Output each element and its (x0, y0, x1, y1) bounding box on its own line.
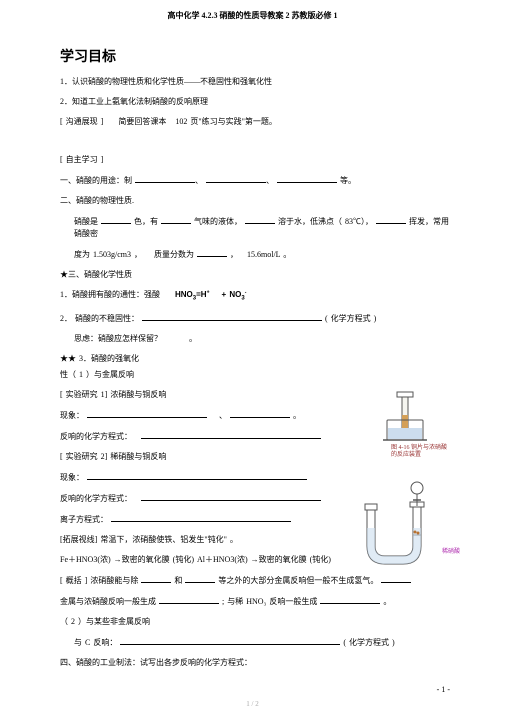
text: 离子方程式： (60, 515, 108, 524)
text: 与 C 反响： (74, 638, 117, 647)
line-think: 思虑：硝酸应怎样保留？ 。 (60, 333, 350, 345)
text: ; 与稀 HNO₃ 反响一般生成 (222, 597, 317, 606)
figure-1-copper-conc: 图 4-16 铜片与浓硝酸 的反应装置 (365, 390, 445, 465)
line-oxidize-b: 性（ 1 ）与金属反响 (60, 369, 450, 381)
page-header: 高中化学 4.2.3 硝酸的性质导教案 2 苏教版必修 1 (0, 0, 505, 21)
blank (135, 174, 195, 183)
blank (101, 215, 131, 224)
line-objective-2: 2．知道工业上氨氧化法制硝酸的反响原理 (60, 96, 450, 108)
blank (376, 215, 406, 224)
blank (159, 595, 219, 604)
text: 金属与浓硝酸反响一般生成 (60, 597, 156, 606)
text: 反响的化学方程式： (60, 432, 132, 441)
line-ion-eq: 离子方程式： (60, 513, 350, 526)
text: 现象： (60, 411, 84, 420)
text: ， (230, 250, 238, 259)
line-summary: [ 概括 ] 浓硝酸能与除 和 等之外的大部分金属反响但一般不生成氢气。 (60, 574, 450, 587)
blank (245, 215, 275, 224)
text: ( 化学方程式 ) (325, 314, 376, 323)
text: 一、硝酸的用途：制 (60, 176, 132, 185)
text: 反响的化学方程式： (60, 494, 132, 503)
line-eq2: 反响的化学方程式： (60, 492, 350, 505)
formula: HNO3=H+ (175, 290, 210, 299)
line-objective-1: 1．认识硝酸的物理性质和化学性质——不稳固性和强氧化性 (60, 76, 450, 88)
line-acid: 1．硝酸拥有酸的通性：强酸 HNO3=H+ + NO3- (60, 289, 450, 304)
text: 15.6mol/L (247, 250, 280, 259)
text: 和 (174, 576, 182, 585)
line-unstable: 2． 硝酸的不稳固性： ( 化学方程式 ) (60, 312, 450, 325)
text: 思虑：硝酸应怎样保留？ (74, 334, 162, 343)
blank (230, 409, 290, 418)
line-phenom1: 现象： 、 。 (60, 409, 350, 422)
blank (141, 574, 171, 583)
blank (197, 248, 227, 257)
formula: + NO3- (222, 290, 247, 299)
line-nonmetal: （ 2 ）与某些非金属反响 (60, 616, 450, 628)
line-exchange: [ 沟通展现 ] 简要回答课本 102 页"练习与实践"第一题。 (60, 116, 450, 128)
text: 。 (230, 535, 238, 544)
line-industrial: 四、硝酸的工业制法：试写出各步反响的化学方程式： (60, 657, 450, 669)
text: 。 (283, 250, 291, 259)
text: 。 (383, 597, 391, 606)
text: [拓展视线] 常温下，浓硝酸使铁、铝发生"钝化" (60, 535, 227, 544)
text: 质量分数为 (154, 250, 194, 259)
text: 1．硝酸拥有酸的通性：强酸 (60, 290, 160, 299)
blank (185, 574, 215, 583)
line-eq1: 反响的化学方程式： (60, 430, 350, 443)
text: 气味的液体， (194, 217, 242, 226)
line-phenom2: 现象： (60, 471, 350, 484)
text: 2． 硝酸的不稳固性： (60, 314, 139, 323)
text: 。 (189, 334, 197, 343)
text: 溶于水，低沸点（ 83℃）， (278, 217, 373, 226)
figure-2-copper-dilute: 稀硝酸 (355, 478, 445, 568)
blank (381, 574, 411, 583)
caption-a: 图 4-16 铜片与浓硝酸 (391, 445, 447, 451)
text: 现象： (60, 473, 84, 482)
figure-2-label: 稀硝酸 (442, 546, 460, 555)
line-product: 金属与浓硝酸反响一般生成 ; 与稀 HNO₃ 反响一般生成 。 (60, 595, 450, 608)
blank (111, 513, 291, 522)
text: ( 化学方程式 ) (343, 638, 394, 647)
section-self-study: [ 自主学习 ] (60, 154, 450, 166)
section-chemical: ★三、硝酸化学性质 (60, 269, 450, 281)
blank (161, 215, 191, 224)
label: [ 沟通展现 ] (60, 117, 103, 126)
blank (141, 430, 321, 439)
blank (142, 312, 322, 321)
text: 简要回答课本 (118, 117, 166, 126)
page-fraction: 1 / 2 (0, 700, 505, 708)
blank (206, 174, 266, 183)
blank (87, 409, 207, 418)
line-exp2: [ 实验研究 2] 稀硝酸与铜反响 (60, 451, 350, 463)
text: 色，有 (134, 217, 158, 226)
text: ， (134, 250, 142, 259)
text: 102 页"练习与实践"第一题。 (175, 117, 277, 126)
line-phys-desc: 硝酸是 色，有 气味的液体， 溶于水，低沸点（ 83℃）， 挥发，常用硝酸密 (60, 215, 450, 240)
page-number: - 1 - (437, 685, 450, 694)
line-exp1: [ 实验研究 1] 浓硝酸与铜反响 (60, 389, 350, 401)
document-body: 学习目标 1．认识硝酸的物理性质和化学性质——不稳固性和强氧化性 2．知道工业上… (0, 21, 505, 669)
line-carbon: 与 C 反响： ( 化学方程式 ) (60, 636, 450, 649)
figure-1-caption: 图 4-16 铜片与浓硝酸 的反应装置 (391, 445, 447, 459)
text: 等之外的大部分金属反响但一般不生成氢气。 (218, 576, 378, 585)
blank (87, 471, 307, 480)
line-density: 度为 1.503g/cm3 ， 质量分数为 ， 15.6mol/L 。 (60, 248, 450, 261)
blank (120, 636, 340, 645)
line-oxidize-a: ★★ 3．硝酸的强氧化 (60, 353, 450, 365)
page-title: 学习目标 (60, 46, 450, 66)
text: 。 (293, 411, 301, 420)
caption-b: 的反应装置 (391, 452, 421, 458)
blank (320, 595, 380, 604)
text: 等。 (340, 176, 356, 185)
text: 硝酸是 (74, 217, 98, 226)
text: 度为 1.503g/cm3 (74, 250, 131, 259)
section-physical: 二、硝酸的物理性质. (60, 195, 450, 207)
blank (141, 492, 321, 501)
line-use: 一、硝酸的用途：制 、 、 等。 (60, 174, 450, 187)
text: [ 概括 ] 浓硝酸能与除 (60, 576, 138, 585)
blank (277, 174, 337, 183)
